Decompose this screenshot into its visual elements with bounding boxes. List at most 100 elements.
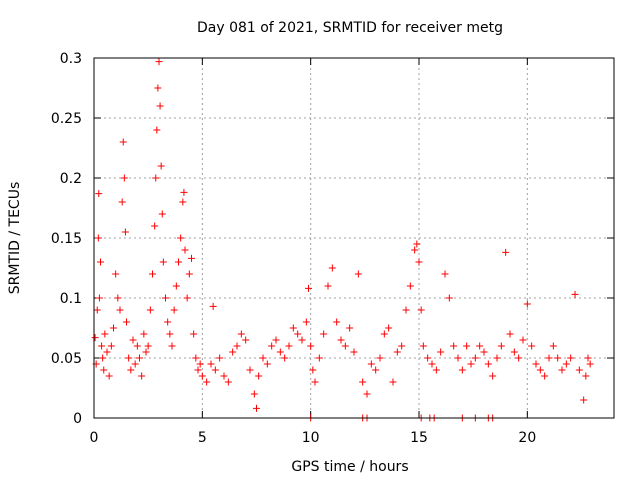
data-point [402, 306, 410, 314]
data-point [94, 234, 102, 242]
data-point [359, 378, 367, 386]
data-point [354, 270, 362, 278]
data-point [203, 378, 211, 386]
data-point [305, 284, 312, 292]
data-point [142, 348, 150, 356]
data-point [532, 360, 540, 368]
data-point [105, 372, 113, 380]
y-tick-label: 0 [73, 411, 82, 427]
data-point [179, 198, 187, 206]
data-point [181, 246, 189, 254]
data-point [415, 258, 423, 266]
data-point [536, 366, 544, 374]
plot-frame [93, 57, 615, 419]
data-point [432, 366, 440, 374]
data-point [497, 342, 505, 350]
data-point [450, 342, 458, 350]
data-point [119, 138, 127, 146]
data-point [476, 342, 484, 350]
data-point [190, 330, 198, 338]
data-point [118, 198, 126, 206]
data-point [188, 254, 195, 262]
data-point [112, 270, 120, 278]
data-point [162, 294, 169, 302]
x-tick-label: 15 [410, 430, 428, 446]
x-tick-label: 10 [302, 430, 320, 446]
x-tick-label: 0 [90, 430, 99, 446]
data-point [367, 360, 375, 368]
data-point [255, 372, 263, 380]
data-point [328, 264, 336, 272]
data-point [341, 342, 349, 350]
data-point [120, 174, 128, 182]
data-point [103, 348, 111, 356]
data-point [172, 282, 180, 290]
x-tick-label: 5 [198, 430, 207, 446]
data-point [149, 270, 156, 278]
data-point [129, 336, 137, 344]
data-point [168, 342, 176, 350]
data-point [289, 324, 297, 332]
data-point [207, 360, 215, 368]
y-tick-label: 0.1 [60, 291, 82, 307]
chart-title: Day 081 of 2021, SRMTID for receiver met… [197, 20, 503, 36]
data-point [250, 390, 258, 398]
data-points [91, 58, 594, 422]
data-point [467, 360, 475, 368]
data-point [151, 222, 159, 230]
data-point [315, 354, 323, 362]
data-point [309, 366, 317, 374]
data-point [307, 342, 315, 350]
data-point [294, 330, 302, 338]
data-point [272, 336, 280, 344]
data-point [584, 354, 592, 362]
tick-labels: 0 5 10 15 20 0 0.05 0.1 0.15 0.2 0.25 0.3 [51, 51, 536, 446]
data-point [144, 342, 152, 350]
data-point [380, 330, 388, 338]
data-point [198, 372, 206, 380]
data-point [541, 372, 549, 380]
data-point [545, 354, 553, 362]
data-point [95, 294, 103, 302]
data-point [110, 324, 117, 332]
data-point [155, 58, 163, 66]
data-point [140, 330, 148, 338]
data-point [445, 294, 453, 302]
data-point [170, 306, 178, 314]
data-point [463, 342, 471, 350]
data-point [586, 360, 594, 368]
data-point [224, 378, 232, 386]
data-point [196, 360, 204, 368]
data-point [389, 378, 397, 386]
data-point [554, 354, 562, 362]
data-point [133, 342, 141, 350]
data-point [95, 190, 103, 198]
data-point [346, 324, 354, 332]
data-point [302, 318, 310, 326]
data-point [121, 228, 129, 236]
data-point [419, 342, 427, 350]
data-point [114, 294, 122, 302]
y-tick-label: 0.05 [51, 351, 82, 367]
data-point [123, 318, 130, 326]
data-point [175, 258, 182, 266]
data-point [259, 354, 267, 362]
data-point [98, 342, 106, 350]
data-point [458, 366, 466, 374]
data-point [91, 334, 99, 342]
data-point [406, 282, 414, 290]
data-point [276, 348, 284, 356]
data-point [337, 336, 345, 344]
data-point [93, 306, 101, 314]
data-point [510, 348, 518, 356]
data-point [192, 354, 200, 362]
data-point [183, 294, 191, 302]
data-point [159, 258, 167, 266]
data-point [385, 324, 393, 332]
data-point [519, 336, 527, 344]
data-point [220, 372, 228, 380]
data-point [177, 234, 185, 242]
data-point [242, 336, 250, 344]
data-point [515, 354, 523, 362]
data-point [100, 366, 108, 374]
